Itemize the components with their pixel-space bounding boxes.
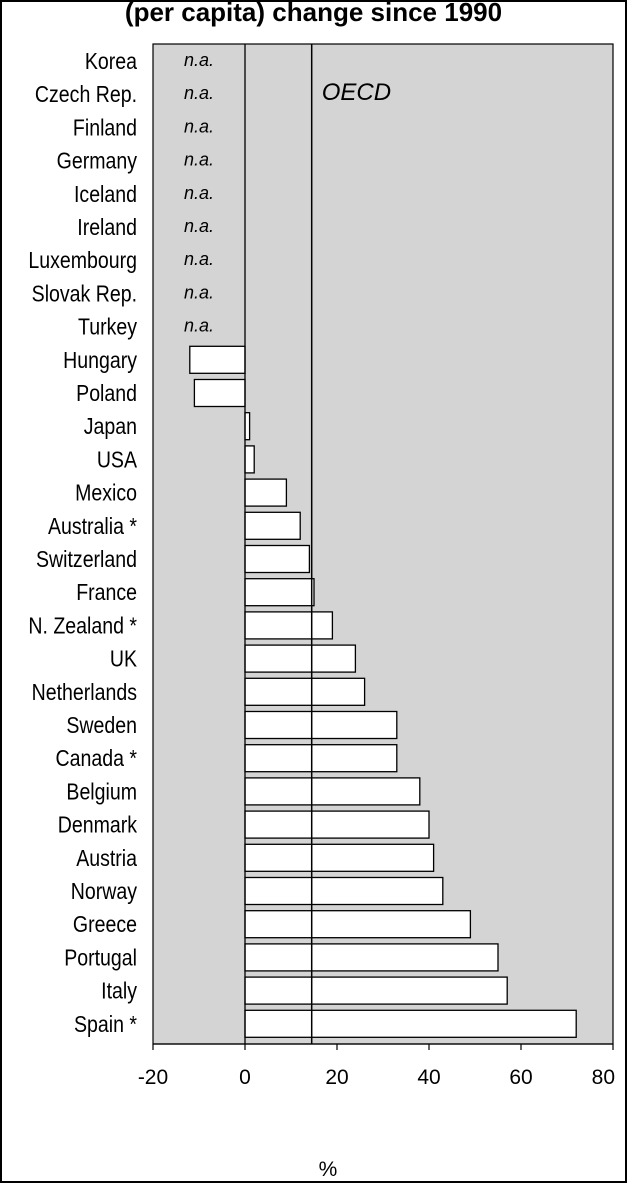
- category-label: Greece: [73, 912, 137, 938]
- category-label: Denmark: [58, 812, 138, 838]
- na-labels: n.a. n.a. n.a. n.a. n.a. n.a. n.a. n.a. n.a.: [184, 50, 214, 336]
- category-label: Norway: [71, 879, 138, 905]
- category-label: Czech Rep.: [35, 82, 137, 108]
- x-tick-label: 20: [325, 1066, 348, 1089]
- bar: [244, 445, 255, 474]
- bar: [244, 478, 288, 507]
- na-label: n.a.: [184, 216, 214, 236]
- bar: [244, 910, 472, 939]
- category-label: Belgium: [66, 779, 137, 805]
- bar: [244, 744, 398, 773]
- na-label: n.a.: [184, 282, 214, 302]
- bar: [244, 843, 435, 872]
- chart-title: (per capita) change since 1990: [124, 0, 503, 27]
- category-label: Finland: [73, 115, 137, 141]
- category-labels: Korea Czech Rep. Finland Germany Iceland Irel…: [28, 49, 137, 1038]
- category-label: Mexico: [75, 480, 137, 506]
- category-label: Canada *: [56, 746, 137, 772]
- bar: [244, 777, 421, 806]
- bar: [244, 943, 499, 972]
- category-label: Slovak Rep.: [32, 281, 137, 307]
- bar: [244, 412, 251, 441]
- bar: [244, 810, 430, 839]
- bar: [244, 976, 508, 1005]
- bar: [244, 578, 315, 607]
- category-label: Germany: [57, 148, 138, 174]
- na-label: n.a.: [184, 83, 214, 103]
- category-label: Australia *: [48, 513, 137, 539]
- category-label: Netherlands: [32, 679, 137, 705]
- bar: [244, 1009, 577, 1038]
- bar: [244, 544, 311, 574]
- bar: [244, 511, 301, 540]
- category-label: Iceland: [74, 181, 137, 207]
- x-axis-title: %: [319, 1158, 338, 1181]
- bar: [244, 710, 398, 740]
- bar: [244, 644, 357, 673]
- category-label: Italy: [101, 978, 137, 1004]
- category-label: Korea: [85, 49, 137, 75]
- category-label: Portugal: [64, 945, 137, 971]
- bar: [189, 345, 246, 374]
- na-label: n.a.: [184, 50, 214, 70]
- category-label: Luxembourg: [28, 248, 137, 274]
- category-label: Austria: [76, 845, 137, 871]
- category-label: Spain *: [74, 1011, 137, 1037]
- na-label: n.a.: [184, 150, 214, 170]
- x-tick-label: 80: [592, 1066, 615, 1089]
- na-label: n.a.: [184, 249, 214, 269]
- bar: [193, 378, 246, 408]
- bar: [244, 677, 366, 706]
- bar: [244, 611, 334, 640]
- na-label: n.a.: [184, 183, 214, 203]
- category-label: Sweden: [66, 713, 137, 739]
- category-label: Japan: [84, 414, 137, 440]
- x-tick-label: -20: [138, 1066, 168, 1089]
- na-label: n.a.: [184, 316, 214, 336]
- bar: [244, 876, 444, 906]
- category-label: Switzerland: [36, 547, 137, 573]
- category-label: Turkey: [78, 314, 137, 340]
- na-label: n.a.: [184, 116, 214, 136]
- category-label: France: [76, 580, 137, 606]
- category-label: USA: [97, 447, 138, 473]
- x-tick-label: 60: [509, 1066, 532, 1089]
- x-tick-label: 40: [417, 1066, 440, 1089]
- oecd-reference-label: OECD: [322, 79, 391, 106]
- x-tick-label: 0: [239, 1066, 251, 1089]
- category-label: Hungary: [63, 347, 137, 373]
- category-label: N. Zealand *: [28, 613, 137, 639]
- category-label: UK: [110, 646, 137, 672]
- x-axis: -20 0 20 40 60 80: [138, 1043, 615, 1089]
- category-label: Ireland: [77, 215, 137, 241]
- category-label: Poland: [76, 381, 137, 407]
